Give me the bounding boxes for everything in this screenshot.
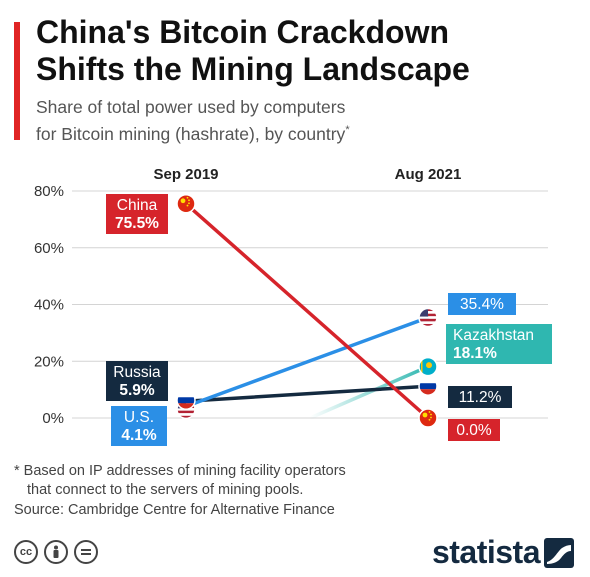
russia-flag-end — [418, 376, 438, 396]
title-line-1: China's Bitcoin Crackdown — [36, 14, 449, 50]
y-tick-label: 80% — [34, 183, 64, 200]
slope-chart: 0% 20% 40% 60% 80% Sep 2019 Aug 2021 China75.5%… — [34, 166, 552, 446]
china-start-label-name: China — [117, 197, 158, 214]
china-flag-start — [176, 194, 196, 214]
russia-start-label-box — [106, 361, 168, 401]
russia-end-label-value: 11.2% — [459, 389, 502, 406]
y-tick-label: 0% — [42, 410, 64, 427]
usa-start-label-box — [111, 406, 167, 446]
footnote-line-1: * Based on IP addresses of mining facili… — [14, 463, 346, 479]
china-end-label-box — [448, 419, 500, 441]
chart-subtitle: Share of total power used by computers f… — [36, 96, 576, 146]
chart-title: China's Bitcoin Crackdown Shifts the Min… — [36, 14, 576, 88]
kazakhstan-end-label-name: Kazakhstan — [453, 327, 534, 344]
cc-icon[interactable]: cc — [14, 540, 38, 564]
subtitle-line-2: for Bitcoin mining (hashrate), by countr… — [36, 123, 346, 144]
kazakhstan-end-label-box — [446, 324, 552, 364]
y-tick-label: 60% — [34, 240, 64, 257]
x-category-label: Sep 2019 — [153, 166, 218, 183]
us-line — [184, 315, 430, 409]
china-line — [184, 202, 430, 420]
russia-flag-start — [176, 390, 196, 411]
russia-line — [184, 384, 430, 404]
y-tick-label: 20% — [34, 353, 64, 370]
kazakhstan-flag-end — [418, 356, 438, 377]
subtitle-line-1: Share of total power used by computers — [36, 97, 346, 117]
no-derivatives-icon[interactable] — [74, 540, 98, 564]
china-start-label-box — [106, 194, 168, 234]
license-icons: cc — [14, 540, 98, 564]
statista-logo[interactable]: statista — [432, 534, 574, 571]
usa-start-label-name: U.S. — [124, 409, 154, 426]
kazakhstan-line — [309, 365, 429, 420]
russia-end-label-box — [448, 386, 512, 408]
russia-start-label-name: Russia — [113, 364, 161, 381]
title-line-2: Shifts the Mining Landscape — [36, 51, 470, 87]
usa-flag-end — [418, 307, 438, 328]
title-accent-bar — [14, 22, 20, 140]
china-start-label-value: 75.5% — [115, 215, 159, 232]
statista-mark-icon — [544, 537, 574, 568]
usa-end-label-box — [448, 293, 516, 315]
usa-start-label-value: 4.1% — [121, 427, 157, 444]
subtitle-footnote-mark: * — [345, 124, 350, 136]
attribution-icon[interactable] — [44, 540, 68, 564]
russia-start-label-value: 5.9% — [119, 382, 155, 399]
china-flag-end — [418, 408, 438, 428]
footnote: * Based on IP addresses of mining facili… — [14, 462, 574, 500]
usa-end-label-value: 35.4% — [460, 296, 504, 313]
china-end-label-value: 0.0% — [456, 422, 492, 439]
kazakhstan-end-label-value: 18.1% — [453, 345, 497, 362]
y-tick-label: 40% — [34, 297, 64, 314]
x-category-label: Aug 2021 — [395, 166, 462, 183]
brand-name: statista — [431, 534, 541, 570]
footnote-line-2: that connect to the servers of mining po… — [27, 482, 304, 498]
source-note: Source: Cambridge Centre for Alternative… — [14, 502, 335, 518]
